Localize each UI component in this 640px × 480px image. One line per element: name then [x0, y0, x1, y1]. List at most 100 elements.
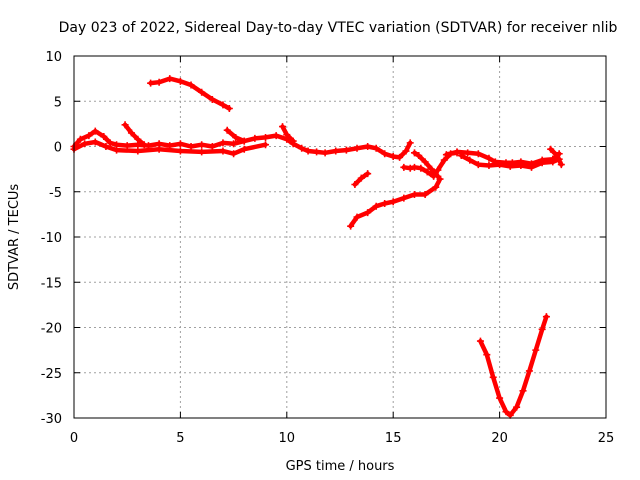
data-point: [415, 152, 423, 160]
data-point: [262, 133, 270, 141]
data-point: [313, 148, 321, 156]
x-axis-label: GPS time / hours: [286, 459, 395, 474]
data-point: [176, 147, 184, 155]
data-point: [155, 78, 163, 86]
data-point: [113, 146, 121, 154]
y-tick-label: 10: [45, 50, 62, 65]
data-point: [123, 142, 131, 150]
data-point: [219, 139, 227, 147]
grid: [74, 56, 606, 418]
data-point: [85, 132, 93, 140]
data-point: [364, 143, 372, 150]
data-point: [91, 138, 99, 146]
data-point: [147, 79, 155, 87]
data-point: [466, 156, 474, 164]
data-point: [436, 175, 444, 183]
data-point: [417, 164, 425, 172]
data-point: [289, 137, 297, 145]
data-point: [91, 127, 99, 135]
data-point: [219, 147, 227, 155]
data-point: [298, 144, 306, 152]
data-point: [351, 181, 359, 189]
series-main-band: [71, 128, 413, 160]
data-point: [102, 143, 110, 150]
y-tick-label: 5: [54, 95, 62, 110]
data-point: [347, 222, 355, 230]
data-point: [381, 150, 389, 158]
data-point: [519, 387, 527, 395]
data-point: [198, 141, 206, 149]
data-point: [240, 145, 248, 153]
data-point: [321, 149, 329, 157]
data-point: [406, 164, 414, 172]
data-point: [262, 141, 270, 149]
data-point: [134, 147, 142, 155]
data-point: [272, 132, 280, 140]
data-point: [406, 139, 414, 147]
data-point: [553, 152, 561, 160]
data-point: [400, 194, 408, 202]
data-point: [364, 170, 372, 178]
data-point: [106, 139, 114, 147]
y-tick-label: 0: [54, 141, 62, 156]
data-point: [121, 121, 129, 129]
data-point: [232, 133, 240, 141]
x-tick-label: 10: [279, 431, 296, 446]
data-point: [76, 135, 84, 143]
data-point: [187, 81, 195, 89]
data-point: [485, 154, 493, 162]
data-point: [400, 163, 408, 171]
series-v-dip: [478, 314, 549, 418]
data-point: [353, 144, 361, 152]
data-point: [230, 150, 238, 158]
data-point: [187, 143, 195, 150]
data-point: [208, 95, 216, 103]
data-point: [279, 123, 287, 131]
data-point: [502, 408, 510, 416]
data-point: [474, 161, 482, 169]
data-point: [489, 373, 497, 381]
series-rising-trace-13-17: [348, 176, 443, 229]
data-point: [176, 140, 184, 148]
data-point: [421, 190, 429, 198]
data-point: [198, 148, 206, 156]
data-point: [127, 129, 135, 137]
x-tick-label: 25: [598, 431, 615, 446]
y-tick-label: -10: [41, 231, 62, 246]
y-tick-label: -5: [49, 186, 62, 201]
data-layer: [70, 75, 565, 419]
data-point: [251, 134, 259, 142]
data-point: [410, 190, 418, 198]
data-point: [423, 168, 431, 176]
data-point: [342, 146, 350, 154]
data-point: [440, 156, 448, 164]
series-short-segment-2-4h: [122, 122, 147, 147]
data-point: [225, 104, 233, 112]
data-point: [442, 151, 450, 159]
data-point: [496, 394, 504, 402]
data-point: [219, 101, 227, 109]
data-point: [428, 165, 436, 173]
data-point: [283, 131, 291, 139]
data-point: [421, 158, 429, 166]
data-point: [538, 159, 546, 167]
data-point: [155, 145, 163, 153]
data-point: [332, 147, 340, 155]
data-point: [432, 183, 440, 191]
data-point: [402, 147, 410, 155]
data-point: [538, 325, 546, 333]
data-point: [230, 140, 238, 148]
series-dawn-hump: [148, 76, 232, 111]
data-point: [208, 143, 216, 150]
chart-title: Day 023 of 2022, Sidereal Day-to-day VTE…: [59, 20, 618, 36]
data-point: [434, 166, 442, 174]
data-point: [525, 367, 533, 375]
data-point: [223, 126, 231, 134]
data-point: [240, 137, 248, 145]
data-point: [528, 163, 536, 171]
data-point: [140, 141, 148, 149]
data-point: [410, 163, 418, 171]
data-point: [483, 351, 491, 359]
data-point: [485, 162, 493, 170]
